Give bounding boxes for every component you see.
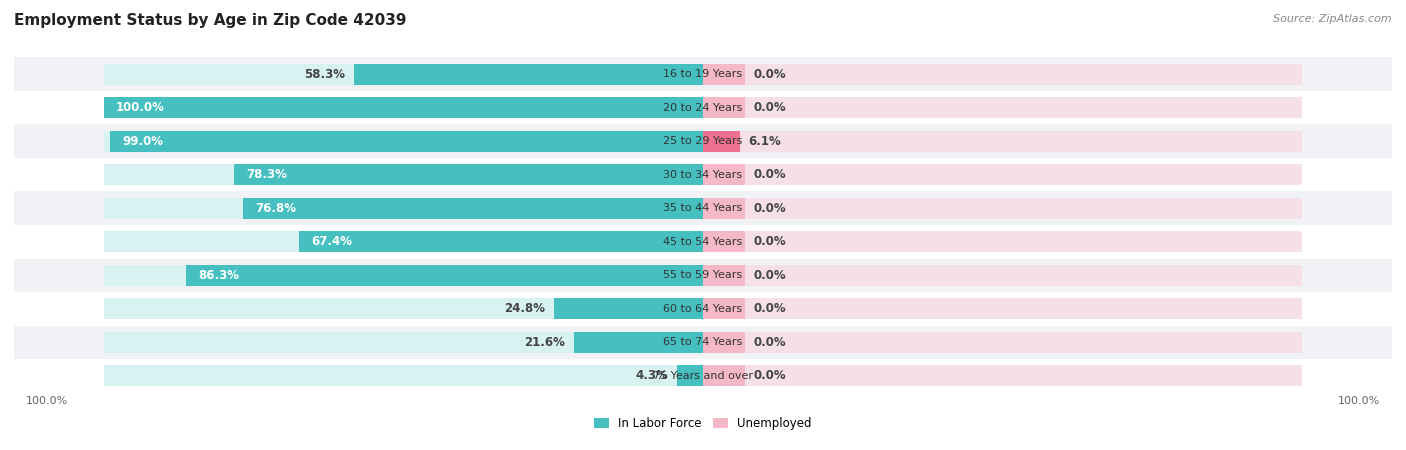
Bar: [703, 64, 1302, 85]
Text: 20 to 24 Years: 20 to 24 Years: [664, 103, 742, 112]
Text: 58.3%: 58.3%: [304, 68, 344, 81]
Text: 0.0%: 0.0%: [754, 302, 786, 315]
Bar: [104, 298, 703, 319]
Bar: [703, 332, 745, 353]
Text: 75 Years and over: 75 Years and over: [652, 371, 754, 381]
Text: 30 to 34 Years: 30 to 34 Years: [664, 170, 742, 180]
Bar: [14, 191, 1392, 225]
Text: 76.8%: 76.8%: [254, 202, 295, 215]
Text: 0.0%: 0.0%: [754, 235, 786, 248]
Bar: [14, 359, 1392, 393]
Bar: [14, 259, 1392, 292]
Text: 4.3%: 4.3%: [636, 369, 668, 382]
Bar: [703, 231, 1302, 252]
Text: 0.0%: 0.0%: [754, 202, 786, 215]
Bar: [703, 298, 1302, 319]
Text: 0.0%: 0.0%: [754, 101, 786, 114]
Text: 100.0%: 100.0%: [1337, 396, 1379, 406]
Text: 78.3%: 78.3%: [246, 168, 287, 181]
Bar: [110, 131, 703, 152]
Bar: [104, 231, 703, 252]
Bar: [14, 91, 1392, 124]
Text: 0.0%: 0.0%: [754, 336, 786, 349]
Bar: [14, 57, 1392, 91]
Bar: [104, 265, 703, 286]
Bar: [233, 164, 703, 185]
Bar: [186, 265, 703, 286]
Text: 67.4%: 67.4%: [311, 235, 352, 248]
Text: Source: ZipAtlas.com: Source: ZipAtlas.com: [1274, 14, 1392, 23]
Bar: [104, 198, 703, 219]
Bar: [703, 198, 1302, 219]
Bar: [104, 164, 703, 185]
Bar: [104, 365, 703, 386]
Bar: [703, 97, 1302, 118]
Bar: [14, 326, 1392, 359]
Text: Employment Status by Age in Zip Code 42039: Employment Status by Age in Zip Code 420…: [14, 14, 406, 28]
Bar: [703, 332, 1302, 353]
Bar: [703, 231, 745, 252]
Bar: [104, 131, 703, 152]
Bar: [354, 64, 703, 85]
Bar: [104, 332, 703, 353]
Bar: [14, 225, 1392, 259]
Bar: [703, 131, 1302, 152]
Bar: [14, 158, 1392, 191]
Bar: [14, 292, 1392, 326]
Bar: [574, 332, 703, 353]
Bar: [703, 265, 745, 286]
Bar: [554, 298, 703, 319]
Text: 60 to 64 Years: 60 to 64 Years: [664, 304, 742, 314]
Text: 55 to 59 Years: 55 to 59 Years: [664, 270, 742, 280]
Bar: [104, 97, 703, 118]
Text: 6.1%: 6.1%: [748, 135, 782, 148]
Text: 21.6%: 21.6%: [524, 336, 565, 349]
Bar: [299, 231, 703, 252]
Text: 0.0%: 0.0%: [754, 168, 786, 181]
Text: 45 to 54 Years: 45 to 54 Years: [664, 237, 742, 247]
Text: 0.0%: 0.0%: [754, 269, 786, 282]
Text: 16 to 19 Years: 16 to 19 Years: [664, 69, 742, 79]
Text: 99.0%: 99.0%: [122, 135, 163, 148]
Bar: [104, 64, 703, 85]
Text: 35 to 44 Years: 35 to 44 Years: [664, 203, 742, 213]
Bar: [703, 164, 745, 185]
Bar: [243, 198, 703, 219]
Bar: [14, 124, 1392, 158]
Bar: [678, 365, 703, 386]
Bar: [703, 365, 1302, 386]
Bar: [703, 164, 1302, 185]
Text: 100.0%: 100.0%: [27, 396, 69, 406]
Bar: [104, 97, 703, 118]
Bar: [703, 265, 1302, 286]
Bar: [703, 64, 745, 85]
Bar: [703, 198, 745, 219]
Bar: [703, 298, 745, 319]
Text: 25 to 29 Years: 25 to 29 Years: [664, 136, 742, 146]
Bar: [703, 97, 745, 118]
Text: 0.0%: 0.0%: [754, 68, 786, 81]
Bar: [703, 131, 740, 152]
Text: 86.3%: 86.3%: [198, 269, 239, 282]
Bar: [703, 365, 745, 386]
Text: 24.8%: 24.8%: [505, 302, 546, 315]
Legend: In Labor Force, Unemployed: In Labor Force, Unemployed: [589, 412, 817, 435]
Text: 100.0%: 100.0%: [115, 101, 165, 114]
Text: 0.0%: 0.0%: [754, 369, 786, 382]
Text: 65 to 74 Years: 65 to 74 Years: [664, 338, 742, 347]
